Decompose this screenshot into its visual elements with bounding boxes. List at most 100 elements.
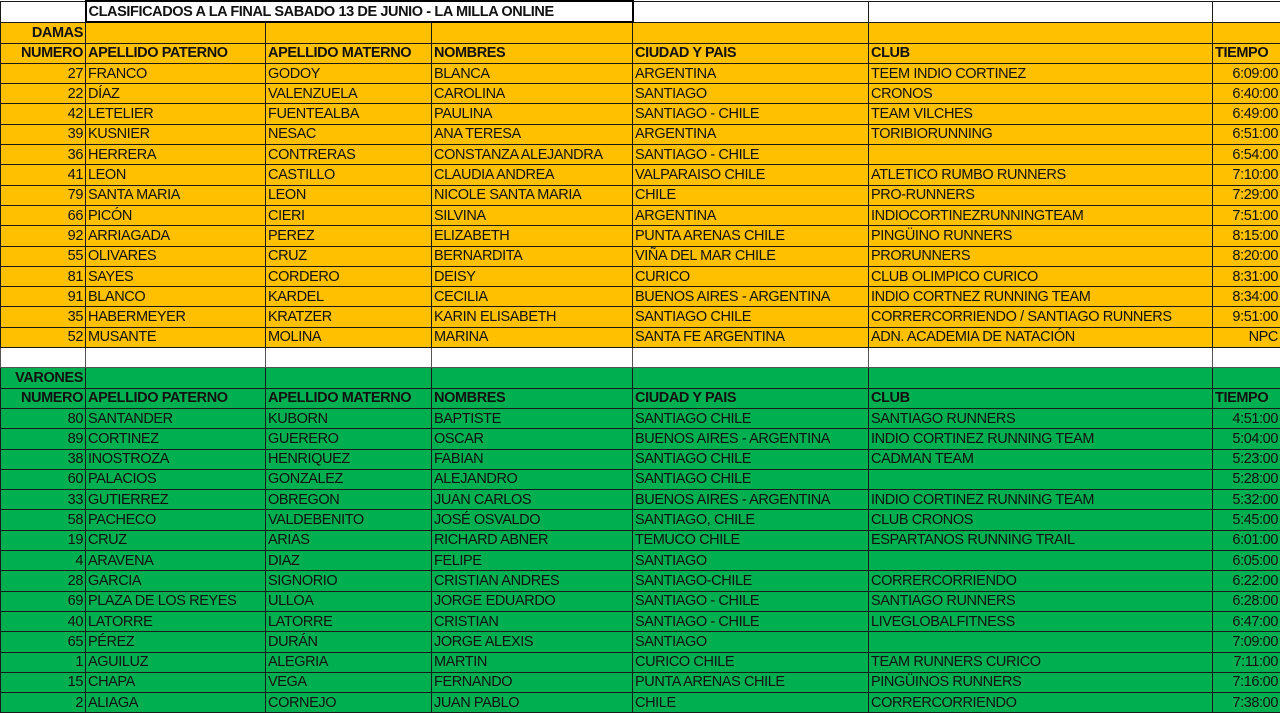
cell-ciudad-pais[interactable]: SANTIAGO <box>633 84 869 104</box>
cell-apellido-materno[interactable]: ULLOA <box>266 591 432 611</box>
cell-tiempo[interactable]: 6:51:00 <box>1213 124 1280 144</box>
cell[interactable] <box>1213 22 1280 43</box>
cell-ciudad-pais[interactable]: CHILE <box>633 185 869 205</box>
cell-apellido-materno[interactable]: GONZALEZ <box>266 469 432 489</box>
cell-apellido-paterno[interactable]: HERRERA <box>86 145 266 165</box>
cell[interactable]: VARONES <box>1 368 86 388</box>
cell-tiempo[interactable]: 8:31:00 <box>1213 266 1280 286</box>
cell-club[interactable] <box>869 469 1213 489</box>
cell-ciudad-pais[interactable]: PUNTA ARENAS CHILE <box>633 672 869 692</box>
cell-tiempo[interactable]: 5:45:00 <box>1213 510 1280 530</box>
cell-apellido-paterno[interactable]: AGUILUZ <box>86 652 266 672</box>
header-apellido-materno[interactable]: APELLIDO MATERNO <box>266 388 432 408</box>
cell-ciudad-pais[interactable]: SANTIAGO CHILE <box>633 408 869 428</box>
cell-apellido-paterno[interactable]: SAYES <box>86 266 266 286</box>
cell-numero[interactable]: 4 <box>1 551 86 571</box>
cell-apellido-paterno[interactable]: FRANCO <box>86 63 266 83</box>
cell-apellido-paterno[interactable]: LEON <box>86 165 266 185</box>
header-apellido-paterno[interactable]: APELLIDO PATERNO <box>86 388 266 408</box>
header-ciudad-pais[interactable]: CIUDAD Y PAIS <box>633 43 869 63</box>
cell-nombres[interactable]: JOSÉ OSVALDO <box>432 510 633 530</box>
cell-apellido-materno[interactable]: CORDERO <box>266 266 432 286</box>
cell-ciudad-pais[interactable]: SANTIAGO <box>633 632 869 652</box>
cell-ciudad-pais[interactable]: VIÑA DEL MAR CHILE <box>633 246 869 266</box>
cell-apellido-paterno[interactable]: CRUZ <box>86 530 266 550</box>
cell-apellido-paterno[interactable]: BLANCO <box>86 287 266 307</box>
cell-numero[interactable]: 33 <box>1 490 86 510</box>
cell-tiempo[interactable]: 7:16:00 <box>1213 672 1280 692</box>
cell-ciudad-pais[interactable]: BUENOS AIRES - ARGENTINA <box>633 287 869 307</box>
cell-tiempo[interactable]: 6:28:00 <box>1213 591 1280 611</box>
header-club[interactable]: CLUB <box>869 388 1213 408</box>
cell-tiempo[interactable]: 6:47:00 <box>1213 611 1280 631</box>
cell-apellido-materno[interactable]: VALDEBENITO <box>266 510 432 530</box>
cell-apellido-materno[interactable]: NESAC <box>266 124 432 144</box>
cell-nombres[interactable]: ALEJANDRO <box>432 469 633 489</box>
cell-numero[interactable]: 81 <box>1 266 86 286</box>
cell-numero[interactable]: 41 <box>1 165 86 185</box>
cell-apellido-materno[interactable]: CRUZ <box>266 246 432 266</box>
cell-club[interactable] <box>869 145 1213 165</box>
cell-apellido-paterno[interactable]: MUSANTE <box>86 327 266 347</box>
cell-tiempo[interactable]: 9:51:00 <box>1213 307 1280 327</box>
cell-apellido-materno[interactable]: FUENTEALBA <box>266 104 432 124</box>
sheet-title[interactable]: CLASIFICADOS A LA FINAL SABADO 13 DE JUN… <box>86 1 633 22</box>
cell-tiempo[interactable]: 8:15:00 <box>1213 226 1280 246</box>
cell-club[interactable] <box>869 551 1213 571</box>
cell-tiempo[interactable]: 6:22:00 <box>1213 571 1280 591</box>
cell-apellido-materno[interactable]: PEREZ <box>266 226 432 246</box>
cell-tiempo[interactable]: 8:20:00 <box>1213 246 1280 266</box>
cell-club[interactable]: PINGÜINO RUNNERS <box>869 226 1213 246</box>
cell-ciudad-pais[interactable]: SANTIAGO, CHILE <box>633 510 869 530</box>
cell-ciudad-pais[interactable]: SANTIAGO CHILE <box>633 449 869 469</box>
cell-club[interactable]: SANTIAGO RUNNERS <box>869 408 1213 428</box>
cell-nombres[interactable]: BERNARDITA <box>432 246 633 266</box>
cell-nombres[interactable]: FELIPE <box>432 551 633 571</box>
cell-tiempo[interactable]: 5:28:00 <box>1213 469 1280 489</box>
cell-numero[interactable]: 40 <box>1 611 86 631</box>
cell[interactable]: DAMAS <box>1 22 86 43</box>
cell-nombres[interactable]: ELIZABETH <box>432 226 633 246</box>
cell-apellido-paterno[interactable]: CHAPA <box>86 672 266 692</box>
cell-tiempo[interactable]: 5:04:00 <box>1213 429 1280 449</box>
cell-club[interactable]: CORRERCORRIENDO <box>869 693 1213 713</box>
cell-numero[interactable]: 35 <box>1 307 86 327</box>
cell-apellido-materno[interactable]: HENRIQUEZ <box>266 449 432 469</box>
cell-apellido-materno[interactable]: SIGNORIO <box>266 571 432 591</box>
cell-numero[interactable]: 89 <box>1 429 86 449</box>
cell-apellido-paterno[interactable]: KUSNIER <box>86 124 266 144</box>
cell[interactable] <box>432 22 633 43</box>
cell-apellido-paterno[interactable]: ARAVENA <box>86 551 266 571</box>
cell-ciudad-pais[interactable]: CURICO <box>633 266 869 286</box>
cell[interactable] <box>633 22 869 43</box>
cell-apellido-materno[interactable]: KUBORN <box>266 408 432 428</box>
cell-nombres[interactable]: ANA TERESA <box>432 124 633 144</box>
cell-apellido-materno[interactable]: ALEGRIA <box>266 652 432 672</box>
cell-apellido-materno[interactable]: VEGA <box>266 672 432 692</box>
cell[interactable] <box>869 22 1213 43</box>
cell-apellido-paterno[interactable]: PLAZA DE LOS REYES <box>86 591 266 611</box>
header-tiempo[interactable]: TIEMPO <box>1213 388 1280 408</box>
header-club[interactable]: CLUB <box>869 43 1213 63</box>
cell-tiempo[interactable]: 6:05:00 <box>1213 551 1280 571</box>
cell-apellido-materno[interactable]: LEON <box>266 185 432 205</box>
cell[interactable] <box>1213 348 1280 368</box>
cell-numero[interactable]: 52 <box>1 327 86 347</box>
cell[interactable] <box>266 348 432 368</box>
cell-club[interactable]: PINGÜINOS RUNNERS <box>869 672 1213 692</box>
cell-club[interactable]: CORRERCORRIENDO / SANTIAGO RUNNERS <box>869 307 1213 327</box>
cell[interactable] <box>633 348 869 368</box>
cell-apellido-paterno[interactable]: DÍAZ <box>86 84 266 104</box>
cell-club[interactable]: INDIO CORTNEZ RUNNING TEAM <box>869 287 1213 307</box>
cell-tiempo[interactable]: 6:40:00 <box>1213 84 1280 104</box>
cell-apellido-paterno[interactable]: ALIAGA <box>86 693 266 713</box>
cell-tiempo[interactable]: 7:38:00 <box>1213 693 1280 713</box>
cell-club[interactable]: INDIO CORTINEZ RUNNING TEAM <box>869 490 1213 510</box>
cell-club[interactable]: LIVEGLOBALFITNESS <box>869 611 1213 631</box>
cell[interactable] <box>432 348 633 368</box>
cell-nombres[interactable]: JUAN CARLOS <box>432 490 633 510</box>
header-tiempo[interactable]: TIEMPO <box>1213 43 1280 63</box>
cell[interactable] <box>869 348 1213 368</box>
cell-ciudad-pais[interactable]: SANTIAGO - CHILE <box>633 591 869 611</box>
cell-ciudad-pais[interactable]: ARGENTINA <box>633 124 869 144</box>
